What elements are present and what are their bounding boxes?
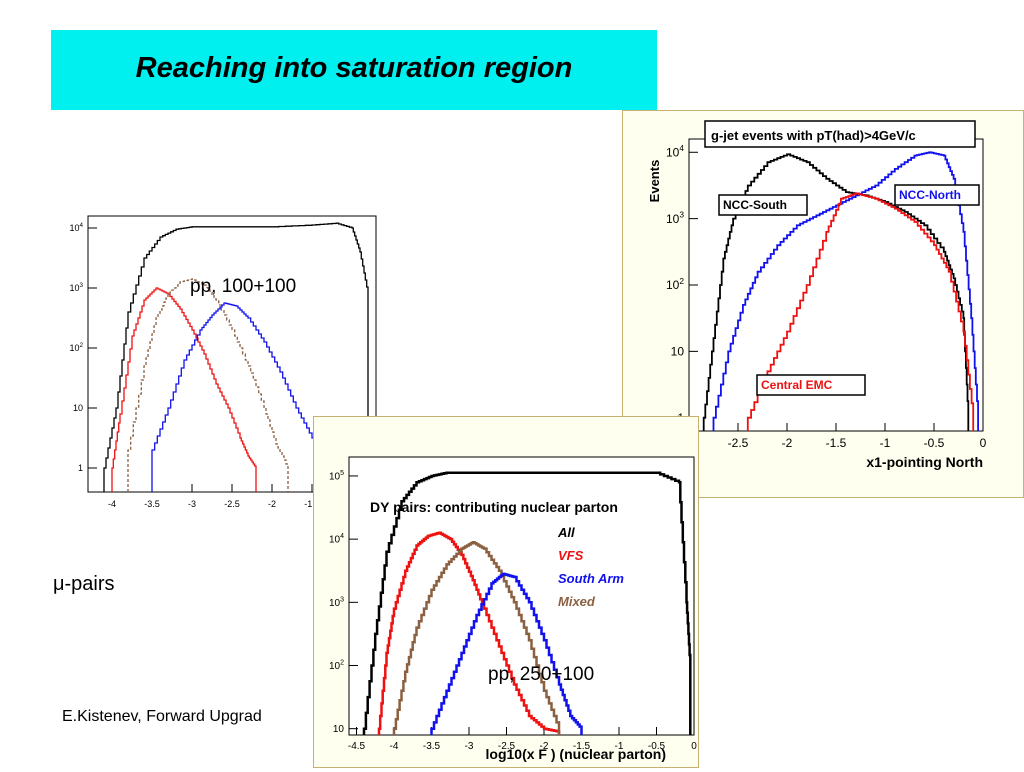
x-tick-label: -0.5 <box>924 436 945 450</box>
series-label-box <box>718 194 808 216</box>
annotation-pp250: pp, 250+100 <box>488 664 594 685</box>
y-tick-label: 103 <box>666 209 684 225</box>
series-line-black <box>103 222 369 492</box>
chart-dy-panel: -4.5 -4 -3.5 -3 -2.5 -2 -1.5 -1 -0.5 0 10 102 103 104… <box>313 416 699 768</box>
series-line-ncc-south <box>702 153 970 431</box>
footer-author: E.Kistenev, Forward Upgrad <box>62 708 262 725</box>
y-axis-label: Events <box>647 160 662 203</box>
y-tick-label: 102 <box>69 342 83 353</box>
y-tick-label: 102 <box>666 276 684 292</box>
y-tick-label: 102 <box>329 660 344 673</box>
series-label-box <box>756 374 866 396</box>
title-banner: Reaching into saturation region <box>51 30 657 110</box>
annotation-pp100: pp, 100+100 <box>190 276 296 297</box>
x-tick-label: -0.5 <box>648 741 666 752</box>
legend-item-south-arm: South Arm <box>558 571 624 586</box>
x-tick-label: -1.5 <box>573 741 591 752</box>
series-label-ncc-north: NCC-North <box>899 188 961 202</box>
x-tick-label: 0 <box>691 741 697 752</box>
series-line-vfs <box>377 531 561 735</box>
chart-gjet: -3-2.5-2-1.5-1-0.50110102103104g-jet eve… <box>647 120 987 470</box>
x-tick-label: 0 <box>980 436 987 450</box>
chart-title: g-jet events with pT(had)>4GeV/c <box>711 128 916 143</box>
x-tick-label: -2 <box>540 741 549 752</box>
x-tick-label: -2.5 <box>728 436 749 450</box>
y-tick-label: 10 <box>73 403 83 413</box>
legend-item-all: All <box>557 525 575 540</box>
y-tick-label: 104 <box>329 533 344 546</box>
x-tick-label: -3.5 <box>144 499 160 509</box>
x-tick-label: -2 <box>782 436 793 450</box>
y-tick-label: 103 <box>69 282 83 293</box>
mu-pairs-label: μ-pairs <box>53 573 115 595</box>
series-line-red <box>111 287 257 492</box>
x-axis-label: log10(x F ) (nuclear parton) <box>486 746 666 762</box>
x-tick-label: -1 <box>880 436 891 450</box>
x-tick-label: -2.5 <box>498 741 516 752</box>
chart-title: DY pairs: contributing nuclear parton <box>370 499 618 515</box>
x-tick-label: -2.5 <box>224 499 240 509</box>
x-tick-label: -1.5 <box>304 499 320 509</box>
y-tick-label: 10 <box>671 345 685 359</box>
series-label-central-emc: Central EMC <box>761 378 833 392</box>
chart-dy: -4.5 -4 -3.5 -3 -2.5 -2 -1.5 -1 -0.5 0 10 102 103 104… <box>329 456 697 762</box>
series-line-blue <box>151 302 345 492</box>
x-tick-label: -1 <box>615 741 624 752</box>
x-tick-label: -4.5 <box>348 741 366 752</box>
series-line-central-emc <box>746 192 975 431</box>
x-axis-label: x1-pointing North <box>866 454 983 470</box>
plot-frame <box>348 456 695 736</box>
y-tick-label: 1 <box>78 463 83 473</box>
y-tick-label: 105 <box>329 470 344 483</box>
series-line-mixed <box>392 541 561 735</box>
legend-item-vfs: VFS <box>558 548 584 563</box>
x-tick-label: -3.5 <box>423 741 441 752</box>
series-line-all <box>362 471 692 735</box>
x-tick-label: -4 <box>108 499 116 509</box>
legend-item-mixed: Mixed <box>558 594 596 609</box>
x-tick-label: -3 <box>465 741 474 752</box>
y-tick-label: 103 <box>329 596 344 609</box>
series-line-south-arm <box>430 572 583 735</box>
x-tick-label: -4 <box>390 741 399 752</box>
x-tick-label: -1.5 <box>826 436 847 450</box>
chart-pp100-panel: -4-3.5-3-2.5-2-1.5-1110102103104pp, 100+… <box>58 212 380 514</box>
y-tick-label: 104 <box>69 222 83 233</box>
series-label-ncc-south: NCC-South <box>723 198 787 212</box>
x-tick-label: -2 <box>268 499 276 509</box>
series-label-box <box>894 184 980 206</box>
series-line-brown <box>127 278 289 492</box>
slide-title: Reaching into saturation region <box>135 52 573 84</box>
chart-title-box <box>704 120 976 148</box>
y-tick-label: 10 <box>333 724 345 735</box>
y-tick-label: 104 <box>666 143 684 159</box>
x-tick-label: -3 <box>188 499 196 509</box>
